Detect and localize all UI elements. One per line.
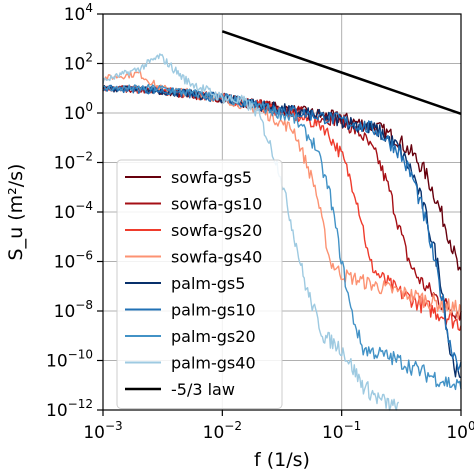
legend-label: sowfa-gs40 xyxy=(171,248,262,267)
y-tick-label: 10−4 xyxy=(54,199,93,223)
y-tick-label: 100 xyxy=(64,100,93,124)
y-tick-label: 10−10 xyxy=(46,348,93,372)
x-tick-label: 10−1 xyxy=(322,419,361,443)
series-lines xyxy=(102,30,462,411)
x-axis-label: f (1/s) xyxy=(254,449,310,471)
y-tick-label: 10−12 xyxy=(46,397,93,421)
legend-label: -5/3 law xyxy=(171,380,235,399)
x-tick-label: 10−3 xyxy=(83,419,122,443)
y-tick-label: 10−8 xyxy=(54,298,93,322)
legend-label: palm-gs5 xyxy=(171,274,245,293)
y-tick-label: 10−6 xyxy=(54,249,93,273)
axis-ticks: 10−3 10−2 10−1 100 10−12 10−10 10−8 10−6 10−4 10−… xyxy=(46,1,474,443)
x-tick-label: 10−2 xyxy=(203,419,242,443)
x-tick-label: 100 xyxy=(446,419,474,443)
legend-label: sowfa-gs5 xyxy=(171,168,252,187)
series-line-5-3-law xyxy=(221,30,462,115)
y-tick-label: 10−2 xyxy=(54,150,93,174)
legend: sowfa-gs5 sowfa-gs10 sowfa-gs20 sowfa-gs40 p… xyxy=(116,159,283,409)
y-tick-label: 102 xyxy=(64,51,93,75)
series-line-palm-gs40 xyxy=(102,53,400,411)
legend-label: palm-gs40 xyxy=(171,354,256,373)
legend-label: sowfa-gs10 xyxy=(171,195,262,214)
legend-label: sowfa-gs20 xyxy=(171,221,262,240)
legend-box xyxy=(116,159,283,409)
legend-label: palm-gs10 xyxy=(171,301,256,320)
legend-label: palm-gs20 xyxy=(171,327,256,346)
y-axis-label: S_u (m²/s) xyxy=(5,164,27,261)
series-line-palm-gs20 xyxy=(103,83,462,391)
y-tick-label: 104 xyxy=(64,1,93,25)
